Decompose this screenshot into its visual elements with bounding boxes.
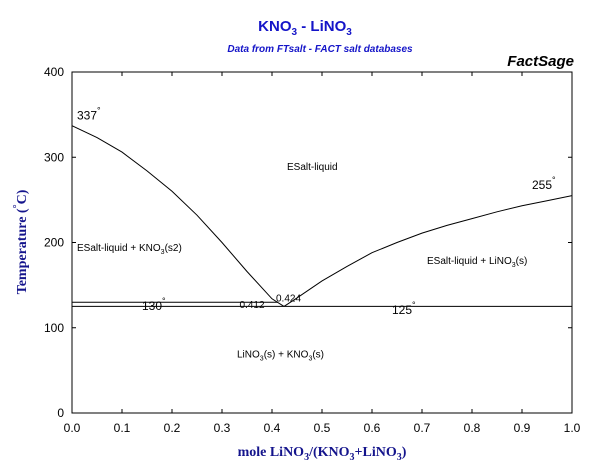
region-label: ESalt-liquid + KNO3(s2) [77, 243, 182, 256]
x-tick-label: 0.8 [464, 421, 481, 435]
x-tick-label: 0.5 [314, 421, 331, 435]
x-tick-label: 0.7 [414, 421, 431, 435]
annotation-label: 337° [77, 106, 101, 123]
region-label: ESalt-liquid [287, 162, 338, 173]
phase-boundaries [71, 125, 573, 307]
x-tick-label: 0.2 [164, 421, 181, 435]
annotation-label: 0.424 [276, 293, 301, 304]
annotation-label: 130° [142, 296, 166, 313]
chart-subtitle: Data from FTsalt - FACT salt databases [227, 44, 413, 55]
x-tick-label: 0.6 [364, 421, 381, 435]
x-tick-label: 0.3 [214, 421, 231, 435]
x-tick-label: 0.1 [114, 421, 131, 435]
y-tick-label: 300 [44, 150, 64, 164]
x-axis-label: mole LiNO3/(KNO3+LiNO3) [238, 445, 407, 463]
annotation-label: 255° [532, 175, 556, 192]
x-tick-label: 0.9 [514, 421, 531, 435]
annotation-label: 125° [392, 300, 416, 317]
x-tick-label: 0.4 [264, 421, 281, 435]
y-tick-label: 400 [44, 65, 64, 79]
region-label: LiNO3(s) + KNO3(s) [237, 350, 324, 363]
y-tick-label: 100 [44, 321, 64, 335]
axis-ticks: 0.0 0.1 0.2 0.3 0.4 0.5 0.6 0.7 0.8 0.9 1.0 0 100 200… [44, 65, 581, 435]
x-tick-label: 0.0 [64, 421, 81, 435]
liquidus-kno3-side [71, 125, 285, 307]
chart-title: KNO3 - LiNO3 [258, 18, 352, 38]
y-tick-label: 200 [44, 236, 64, 250]
liquidus-lino3-side [283, 195, 573, 307]
y-axis-label: Temperature (°C) [12, 189, 30, 294]
region-labels: ESalt-liquid ESalt-liquid + KNO3(s2) ESalt… [77, 106, 556, 363]
y-tick-label: 0 [57, 406, 64, 420]
x-tick-label: 1.0 [564, 421, 581, 435]
annotation-label: 0.412 [240, 300, 265, 311]
factsage-brand-label: FactSage [507, 53, 574, 70]
region-label: ESalt-liquid + LiNO3(s) [427, 256, 527, 269]
